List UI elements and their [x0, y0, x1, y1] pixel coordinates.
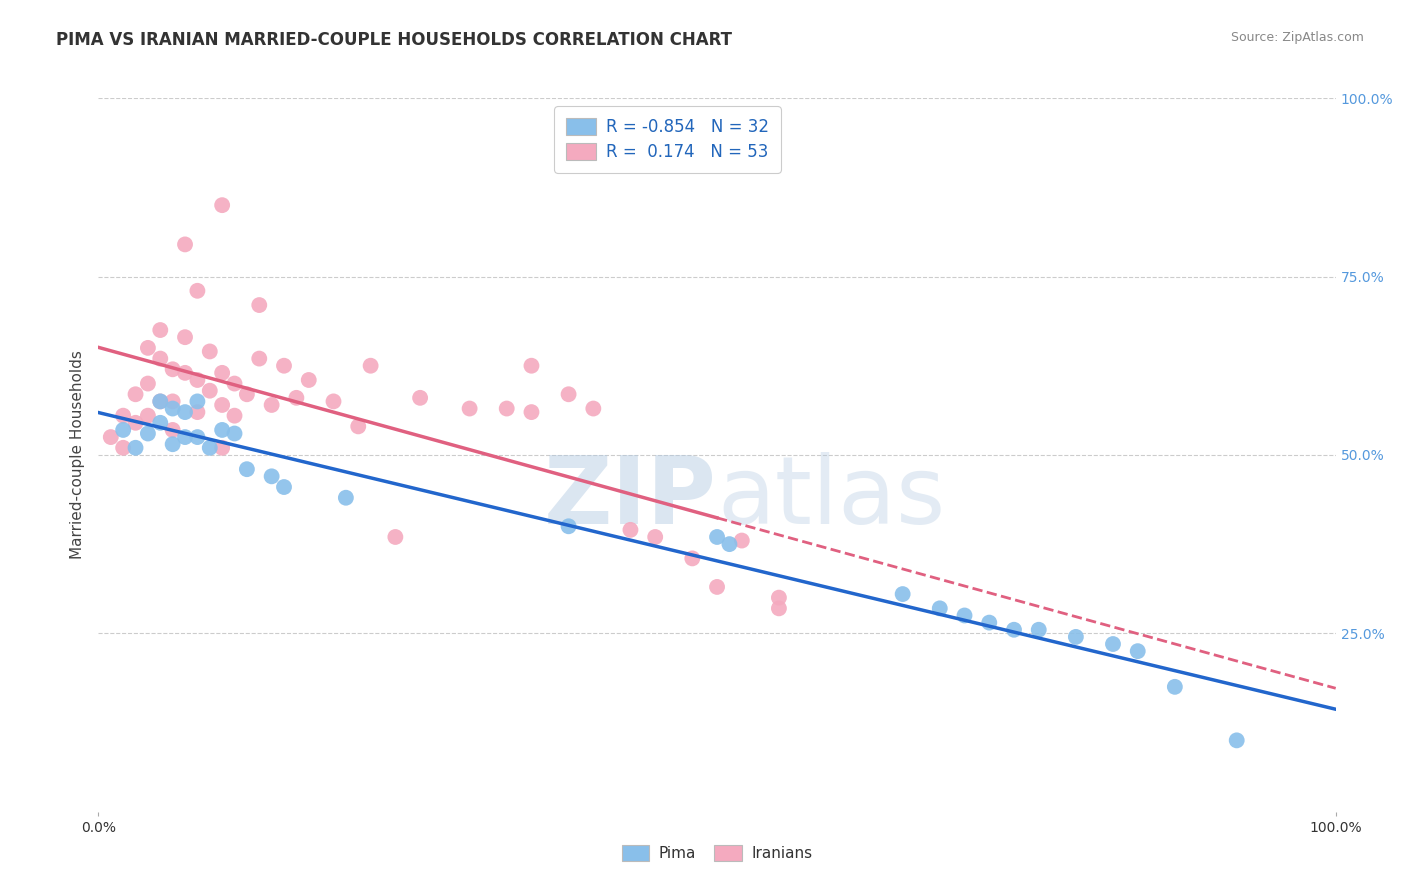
Text: atlas: atlas: [717, 451, 945, 544]
Point: [100, 430, 122, 444]
Point: [247, 351, 270, 366]
Point: [236, 462, 259, 476]
Point: [298, 373, 321, 387]
Point: [260, 469, 283, 483]
Point: [174, 330, 197, 344]
Point: [186, 284, 208, 298]
Point: [953, 608, 976, 623]
Point: [224, 426, 246, 441]
Point: [124, 387, 146, 401]
Point: [174, 430, 197, 444]
Point: [557, 387, 579, 401]
Point: [458, 401, 481, 416]
Point: [1002, 623, 1025, 637]
Point: [211, 366, 233, 380]
Point: [409, 391, 432, 405]
Point: [520, 405, 543, 419]
Point: [136, 426, 159, 441]
Text: PIMA VS IRANIAN MARRIED-COUPLE HOUSEHOLDS CORRELATION CHART: PIMA VS IRANIAN MARRIED-COUPLE HOUSEHOLD…: [56, 31, 733, 49]
Point: [718, 537, 741, 551]
Point: [273, 480, 295, 494]
Point: [1226, 733, 1249, 747]
Point: [768, 601, 790, 615]
Point: [731, 533, 754, 548]
Point: [384, 530, 406, 544]
Point: [495, 401, 517, 416]
Point: [149, 416, 172, 430]
Point: [768, 591, 790, 605]
Text: ZIP: ZIP: [544, 451, 717, 544]
Point: [174, 405, 197, 419]
Point: [891, 587, 914, 601]
Point: [186, 405, 208, 419]
Point: [211, 423, 233, 437]
Point: [347, 419, 370, 434]
Point: [224, 376, 246, 391]
Point: [162, 362, 184, 376]
Point: [928, 601, 950, 615]
Point: [706, 580, 728, 594]
Point: [149, 351, 172, 366]
Point: [112, 441, 135, 455]
Legend: Pima, Iranians: Pima, Iranians: [612, 835, 823, 871]
Point: [198, 384, 221, 398]
Point: [644, 530, 666, 544]
Point: [236, 387, 259, 401]
Point: [273, 359, 295, 373]
Point: [1028, 623, 1050, 637]
Point: [706, 530, 728, 544]
Point: [198, 441, 221, 455]
Point: [124, 416, 146, 430]
Point: [136, 409, 159, 423]
Point: [162, 401, 184, 416]
Point: [211, 441, 233, 455]
Point: [211, 398, 233, 412]
Point: [582, 401, 605, 416]
Point: [557, 519, 579, 533]
Point: [198, 344, 221, 359]
Point: [162, 394, 184, 409]
Point: [619, 523, 641, 537]
Point: [260, 398, 283, 412]
Point: [360, 359, 382, 373]
Point: [322, 394, 344, 409]
Point: [285, 391, 308, 405]
Point: [186, 430, 208, 444]
Text: Source: ZipAtlas.com: Source: ZipAtlas.com: [1230, 31, 1364, 45]
Point: [124, 441, 146, 455]
Point: [174, 366, 197, 380]
Point: [1126, 644, 1149, 658]
Point: [1102, 637, 1125, 651]
Point: [149, 394, 172, 409]
Point: [247, 298, 270, 312]
Point: [1064, 630, 1087, 644]
Point: [979, 615, 1001, 630]
Point: [162, 423, 184, 437]
Point: [162, 437, 184, 451]
Point: [136, 376, 159, 391]
Point: [149, 323, 172, 337]
Point: [174, 237, 197, 252]
Point: [211, 198, 233, 212]
Point: [112, 409, 135, 423]
Point: [681, 551, 703, 566]
Y-axis label: Married-couple Households: Married-couple Households: [70, 351, 86, 559]
Point: [520, 359, 543, 373]
Point: [149, 394, 172, 409]
Point: [112, 423, 135, 437]
Point: [224, 409, 246, 423]
Point: [186, 373, 208, 387]
Point: [1164, 680, 1187, 694]
Point: [335, 491, 357, 505]
Point: [186, 394, 208, 409]
Point: [136, 341, 159, 355]
